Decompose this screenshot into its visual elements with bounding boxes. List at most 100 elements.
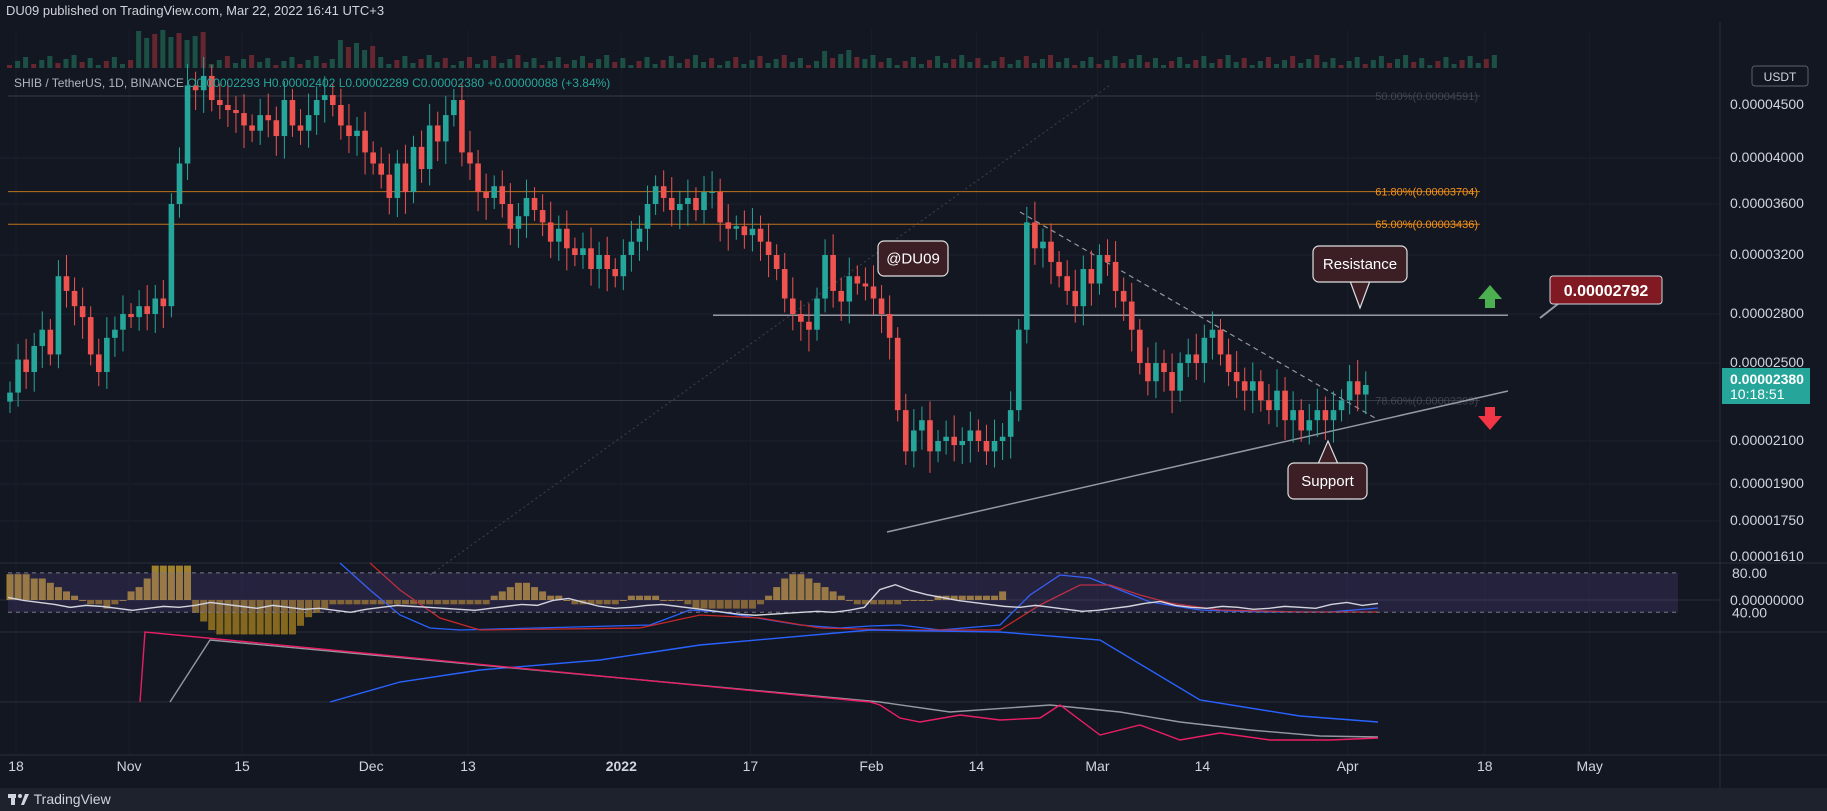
candle-body [160, 298, 167, 307]
volume-bar [55, 63, 61, 68]
tradingview-logo[interactable]: TradingView [8, 788, 111, 811]
candle-body [894, 337, 901, 411]
macd-bar [724, 600, 732, 609]
macd-bar [103, 600, 111, 609]
volume-bar [313, 56, 319, 68]
candle-body [523, 197, 530, 217]
candle-body [233, 110, 239, 114]
macd-bar [853, 600, 861, 605]
candle-body [1233, 372, 1240, 382]
macd-bar [192, 600, 200, 613]
volume-bar [725, 61, 731, 68]
volume-bar [1023, 56, 1029, 68]
macd-bar [54, 587, 62, 600]
volume-bar [773, 59, 779, 68]
volume-bar [1064, 58, 1070, 68]
candle-body [39, 329, 46, 347]
macd-bar [135, 587, 143, 600]
volume-bar [1048, 55, 1054, 68]
volume-bar [684, 59, 690, 68]
volume-bar [1169, 61, 1175, 68]
macd-bar [910, 600, 918, 601]
volume-bar [1459, 60, 1465, 68]
macd-bar [184, 565, 192, 600]
candle-body [467, 152, 473, 164]
candle-body [886, 314, 893, 338]
volume-bar [119, 64, 125, 68]
macd-bar [111, 600, 119, 605]
volume-bar [1322, 62, 1328, 68]
legend-open: O0.00002293 [187, 76, 260, 90]
candle-body [128, 314, 134, 318]
legend-change: +0.00000088 (+3.84%) [487, 76, 611, 90]
macd-bar [740, 600, 748, 609]
volume-bar [1233, 62, 1239, 68]
volume-bar [378, 57, 384, 68]
volume-bar [1152, 58, 1158, 68]
candle-body [555, 228, 562, 242]
candle-body [604, 255, 610, 270]
candle-body [249, 125, 255, 131]
macd-bar [757, 600, 765, 605]
volume-bar [386, 64, 392, 68]
volume-bar [652, 64, 658, 68]
candle-body [410, 146, 417, 193]
candle-body [434, 125, 441, 142]
macd-bar [918, 600, 926, 601]
volume-bar [797, 58, 803, 68]
candle-body [1185, 354, 1192, 363]
candle-body [1346, 381, 1353, 401]
macd-bar [571, 600, 579, 605]
candle-body [394, 163, 401, 198]
candle-body [370, 152, 376, 164]
macd-bar [974, 595, 982, 600]
volume-bar [668, 56, 674, 68]
candle-body [757, 228, 764, 242]
candle-body [31, 346, 38, 373]
macd-bar [30, 578, 38, 600]
volume-bar [910, 57, 916, 68]
candle-body [773, 255, 780, 270]
candle-body [330, 95, 336, 105]
macd-bar [14, 574, 22, 600]
macd-bar [458, 600, 466, 605]
price-tick: 0.00001610 [1730, 548, 1804, 564]
candle-body [112, 329, 118, 338]
volume-bar [579, 56, 585, 68]
volume-bar [362, 50, 368, 68]
volume-bar [805, 65, 811, 68]
candle-body [822, 255, 828, 299]
volume-bar [741, 64, 747, 68]
candle-body [725, 222, 732, 229]
time-tick: Apr [1337, 758, 1359, 774]
volume-bar [71, 55, 77, 68]
candle-body [1330, 410, 1337, 421]
candle-body [507, 204, 514, 229]
volume-bar [588, 63, 594, 68]
macd-bar [660, 600, 668, 601]
volume-bar [192, 36, 198, 68]
macd-bar [805, 578, 813, 600]
candle-body [902, 410, 909, 452]
macd-bar [450, 600, 458, 605]
candle-body [95, 354, 102, 373]
macd-bar [418, 600, 426, 605]
price-tick: 0.00003600 [1730, 195, 1804, 211]
candle-body [354, 130, 360, 137]
macd-bar [482, 600, 490, 605]
macd-bar [587, 600, 595, 605]
fib-label-3: 78.60%(0.00002299) [1375, 395, 1478, 407]
down-arrow-stem [1485, 407, 1495, 417]
macd-bar [603, 600, 611, 605]
volume-bar [1451, 64, 1457, 68]
volume-bar [200, 32, 206, 68]
macd-bar [345, 600, 353, 605]
candle-body [927, 420, 933, 452]
macd-bar [894, 600, 902, 605]
volume-bar [1483, 59, 1489, 68]
candle-body [620, 255, 627, 277]
volume-bar [1354, 57, 1360, 68]
candle-body [1072, 290, 1079, 307]
candle-body [677, 204, 683, 211]
